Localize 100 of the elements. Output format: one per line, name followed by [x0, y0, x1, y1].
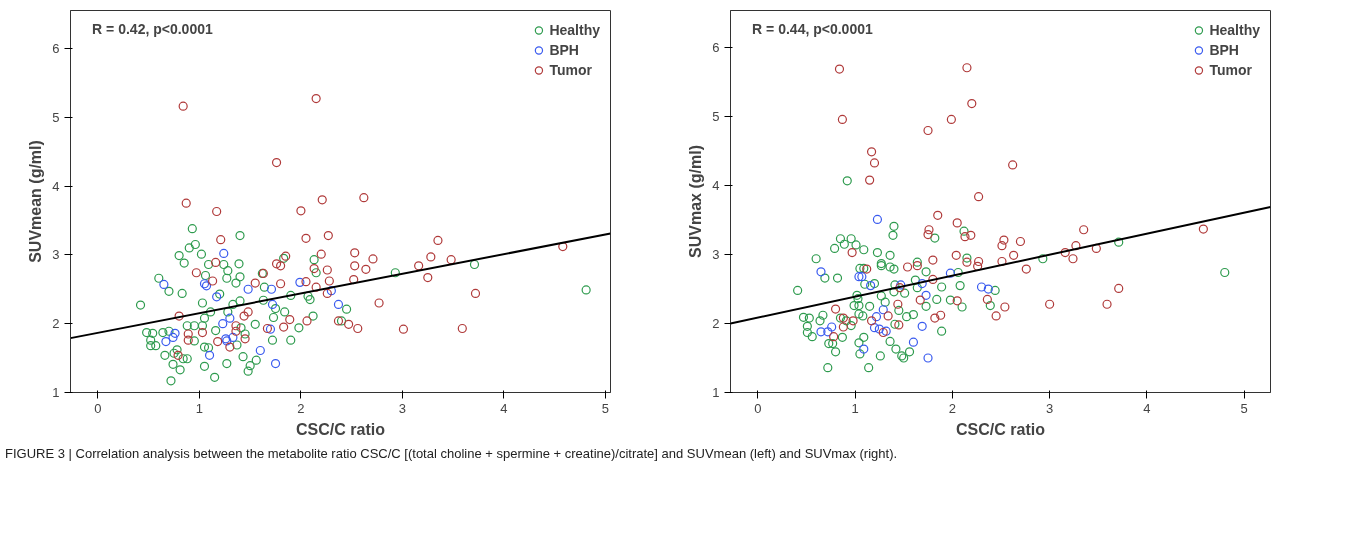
x-tick-label: 5 [601, 400, 610, 416]
y-tick-label: 5 [52, 109, 60, 125]
point [161, 336, 171, 347]
y-tick-label: 3 [52, 247, 60, 263]
point [848, 316, 858, 326]
y-axis-title: SUVmean (g/ml) [27, 140, 45, 263]
point [966, 230, 976, 240]
point [218, 319, 228, 329]
x-tick-label: 1 [195, 400, 204, 416]
y-tick-label: 2 [712, 316, 720, 332]
legend-label: BPH [549, 42, 579, 58]
point [1045, 299, 1055, 309]
point [1000, 302, 1010, 312]
point [871, 312, 882, 322]
y-tick-label: 2 [52, 316, 60, 332]
point [915, 295, 925, 305]
point [893, 299, 903, 309]
point [991, 311, 1001, 321]
point [930, 313, 940, 323]
point [967, 98, 977, 109]
point [170, 328, 180, 338]
point [255, 345, 265, 356]
x-tick-label: 0 [754, 400, 762, 416]
point [866, 316, 877, 326]
point [962, 257, 972, 267]
x-axis-title: CSC/C ratio [956, 420, 1046, 438]
x-tick-label: 4 [500, 400, 508, 416]
point [859, 344, 869, 354]
point [823, 327, 833, 337]
point [1068, 254, 1078, 264]
y-tick-label: 4 [52, 178, 60, 194]
point [1091, 243, 1101, 253]
y-axis-title: SUVmax (g/ml) [687, 145, 705, 258]
point [228, 332, 238, 343]
point [1015, 236, 1026, 247]
x-tick-label: 3 [398, 400, 407, 416]
point [830, 304, 841, 314]
point [983, 284, 993, 294]
point [952, 296, 962, 306]
x-tick-label: 0 [94, 400, 102, 416]
point [816, 267, 826, 277]
point [866, 147, 877, 157]
annotation: R = 0.44, p<0.0001 [752, 21, 873, 38]
y-tick-label: 4 [712, 178, 720, 194]
point [159, 279, 169, 290]
y-tick-label: 6 [52, 40, 60, 56]
x-tick-label: 4 [1143, 400, 1151, 416]
point [1102, 299, 1112, 309]
point [1198, 224, 1208, 234]
point [1079, 225, 1089, 235]
point [917, 321, 927, 331]
point [333, 299, 344, 309]
point [946, 114, 956, 125]
point [933, 210, 943, 220]
point [928, 274, 938, 285]
point [902, 262, 913, 272]
annotation: R = 0.42, p<0.0001 [92, 21, 213, 38]
point [1008, 160, 1018, 170]
point [973, 261, 983, 271]
point [1060, 247, 1070, 258]
point [917, 278, 927, 289]
legend-label: Healthy [1209, 22, 1260, 38]
point [869, 323, 880, 333]
point [267, 299, 278, 309]
point [219, 248, 229, 259]
point [997, 256, 1007, 267]
point [829, 332, 839, 342]
point [982, 294, 992, 305]
point [866, 281, 876, 291]
point [952, 218, 962, 228]
y-tick-label: 1 [52, 385, 60, 400]
point [997, 241, 1007, 251]
point [838, 322, 848, 332]
point [894, 320, 904, 330]
x-tick-label: 5 [1240, 400, 1248, 416]
point [923, 353, 933, 363]
point [865, 175, 875, 185]
point [976, 282, 987, 292]
caption: FIGURE 3 | Correlation analysis between the metabolite ratio CSC/C [(total choline + spermine + creatine)/citrate] and SUVmean (left) and SUVmax (right). [5, 445, 898, 463]
point [225, 313, 235, 323]
point [921, 290, 931, 300]
point [816, 327, 826, 337]
point [1009, 250, 1019, 260]
point [266, 284, 277, 294]
legend-label: Tumor [1209, 62, 1252, 78]
y-tick-label: 1 [712, 385, 720, 400]
point [928, 255, 938, 265]
y-tick-label: 6 [712, 40, 720, 56]
point [999, 235, 1009, 245]
x-axis-title: CSC/C ratio [296, 420, 386, 438]
x-tick-label: 2 [297, 400, 305, 416]
point [936, 310, 946, 320]
point [837, 114, 847, 125]
point [1114, 283, 1124, 293]
point [962, 63, 972, 73]
point [326, 286, 336, 296]
x-tick-label: 1 [851, 400, 859, 416]
point [872, 214, 883, 225]
x-tick-label: 3 [1046, 400, 1054, 416]
point [923, 125, 933, 136]
